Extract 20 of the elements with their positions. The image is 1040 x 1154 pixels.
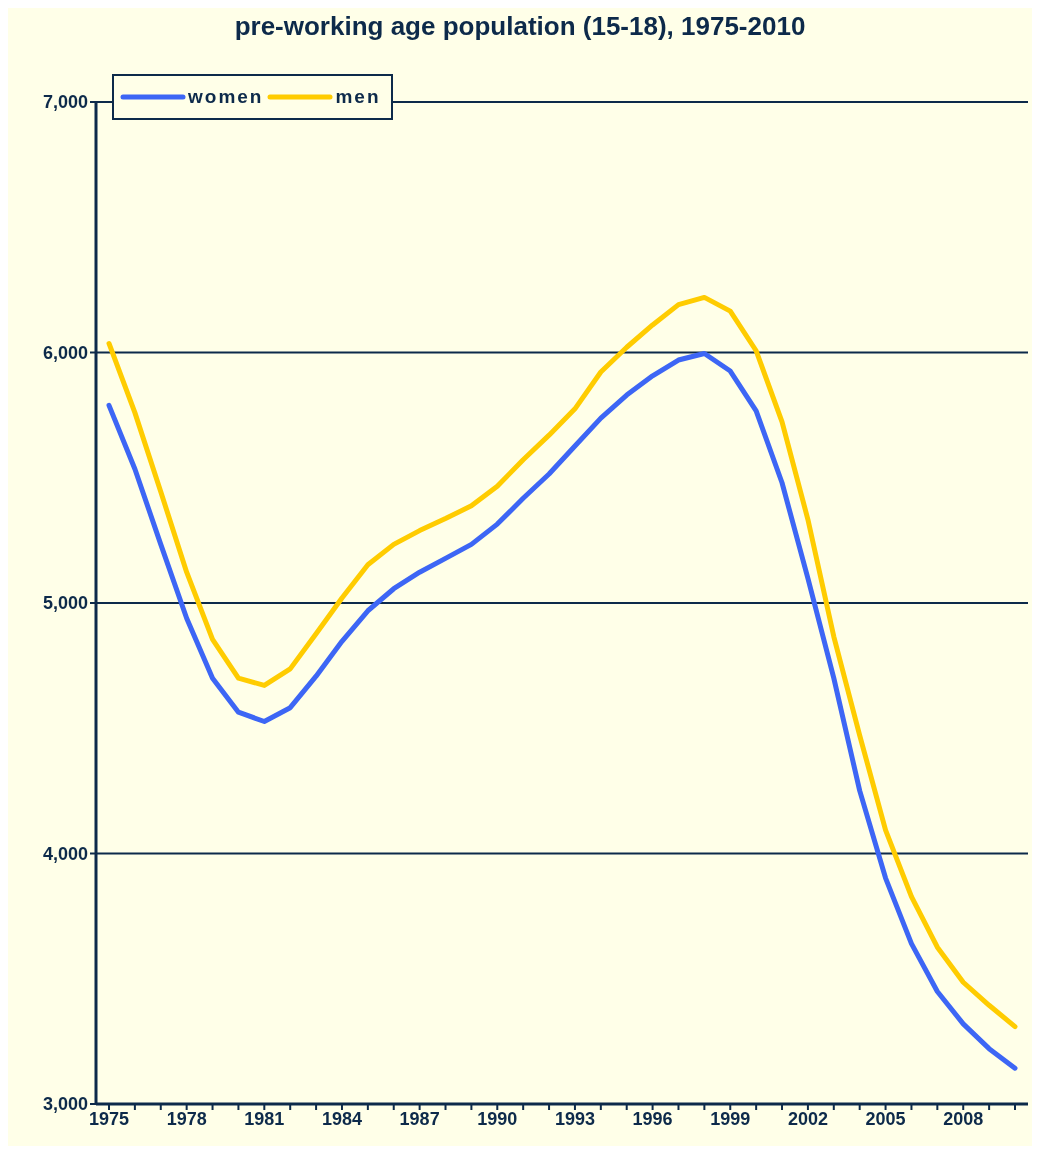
y-tick-label: 4,000 [42, 843, 88, 864]
x-tick-label: 1999 [710, 1108, 751, 1129]
x-tick-label: 1981 [244, 1108, 285, 1129]
y-tick-label: 3,000 [42, 1094, 88, 1115]
y-tick-label: 5,000 [42, 593, 88, 614]
x-tick-label: 1978 [166, 1108, 207, 1129]
y-tick-label: 7,000 [42, 92, 88, 113]
y-tick-label: 6,000 [42, 342, 88, 363]
x-tick-label: 2002 [787, 1108, 828, 1129]
x-tick-label: 1996 [632, 1108, 673, 1129]
x-tick-label: 1975 [88, 1108, 130, 1129]
chart-title: pre-working age population (15-18), 1975-2010 [233, 10, 807, 43]
x-tick-label: 1984 [321, 1108, 362, 1129]
legend-label: men [335, 86, 381, 108]
legend-label: women [188, 86, 264, 108]
x-tick-label: 1993 [554, 1108, 595, 1129]
x-tick-label: 2005 [865, 1108, 906, 1129]
x-tick-label: 1990 [477, 1108, 518, 1129]
x-tick-label: 2008 [943, 1108, 984, 1129]
x-tick-label: 1987 [399, 1108, 440, 1129]
